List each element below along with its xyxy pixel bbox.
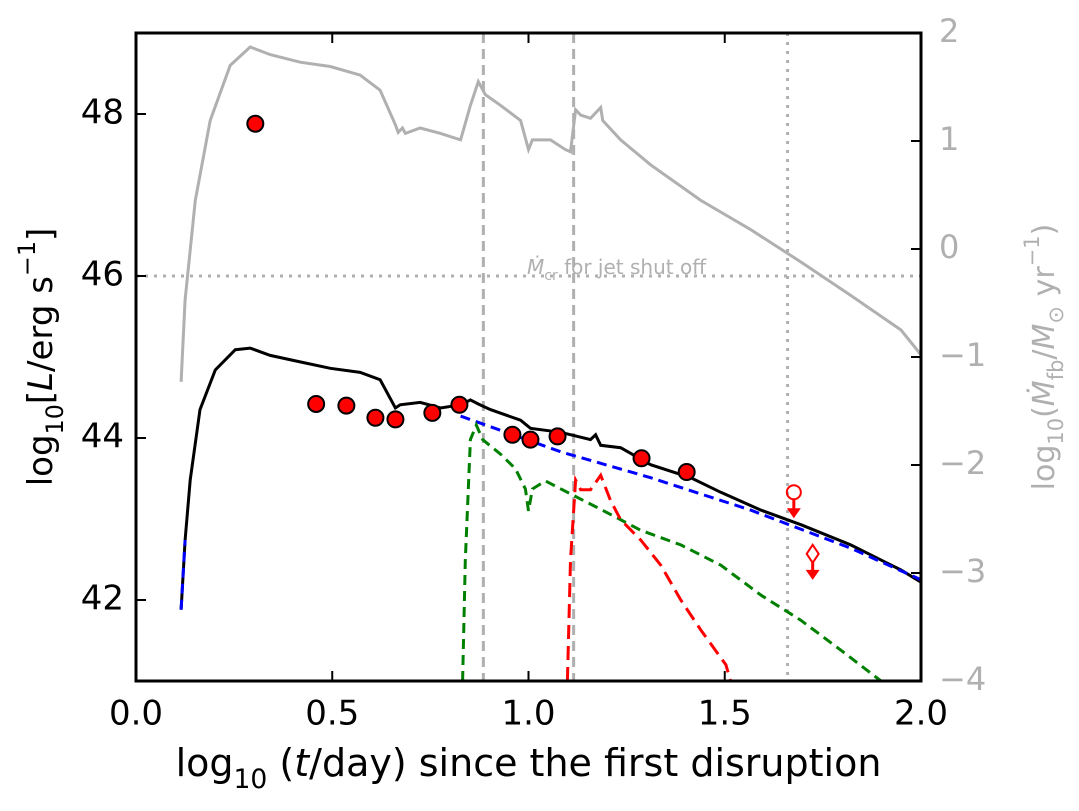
x-tick-label: 2.0 [894, 694, 948, 734]
data-point [450, 395, 469, 414]
label-part: cr [544, 268, 558, 284]
data-point [632, 449, 651, 468]
y2-tick-label: −4 [939, 660, 986, 698]
y2-tick-label: −2 [939, 444, 986, 482]
data-point [366, 408, 385, 427]
label-part: /day) since the first disruption [309, 741, 881, 785]
data-point [503, 425, 522, 444]
label-part: −1 [13, 241, 41, 276]
label-part: L [21, 372, 61, 391]
data-point [521, 430, 540, 449]
label-part: 10 [41, 404, 69, 434]
y2-tick-label: 0 [939, 228, 959, 266]
x-tick-label: 1.5 [698, 694, 752, 734]
y2-tick-label: −3 [939, 552, 986, 590]
label-part: ( [267, 741, 294, 785]
label-part: −1 [1020, 235, 1044, 266]
label-part: log [176, 741, 234, 785]
upper-limit-arrow [786, 508, 801, 519]
upper-limit-arrow [805, 569, 820, 580]
label-part: Ṁ [1026, 380, 1062, 406]
series-line [179, 414, 922, 610]
label-part: Ṁ [527, 255, 544, 279]
data-point [337, 396, 356, 415]
y2-tick-label: 2 [939, 12, 959, 50]
label-part: ] [21, 228, 61, 241]
data-point [307, 394, 326, 413]
y-tick-label: 42 [81, 579, 124, 619]
label-part: for jet shut off [558, 255, 707, 279]
y-tick-label: 44 [81, 417, 124, 457]
data-point [423, 403, 442, 422]
label-part: / [1027, 349, 1062, 360]
label-part: log [21, 434, 61, 486]
upper-limit-marker [805, 543, 820, 565]
upper-limit [785, 484, 802, 519]
y-tick-label: 48 [81, 93, 124, 133]
label-part: ( [1027, 406, 1062, 418]
data-point [548, 427, 567, 446]
y-tick-label: 46 [81, 255, 124, 295]
y2-tick-label: 1 [939, 120, 959, 158]
data-point [386, 410, 405, 429]
upper-limit [805, 543, 820, 580]
series-line [565, 472, 733, 682]
axis-label: Ṁcr for jet shut off [527, 255, 707, 285]
label-part: /erg s [21, 276, 61, 372]
data-point [677, 463, 696, 482]
label-part: [ [21, 391, 61, 404]
label-part: 10 [1044, 418, 1068, 445]
y2-tick-label: −1 [939, 336, 986, 374]
x-tick-label: 0.5 [305, 694, 359, 734]
label-part: log [1027, 445, 1062, 491]
axis-label: log10[L/erg s−1] [13, 228, 69, 487]
label-part: ) [1027, 224, 1062, 236]
series-line [179, 346, 922, 610]
x-tick-label: 1.0 [501, 694, 555, 734]
axis-label: log10 (t/day) since the first disruption [176, 741, 882, 796]
axis-label: log10(Ṁfb/M⊙ yr−1) [1020, 224, 1068, 491]
series-line [179, 45, 923, 382]
label-part: fb [1044, 360, 1068, 381]
label-part: 10 [234, 764, 268, 795]
series-line [461, 421, 882, 683]
label-part: ⊙ [1044, 306, 1068, 324]
label-part: t [294, 741, 311, 785]
label-part: yr [1027, 266, 1062, 306]
label-part: M [1027, 323, 1062, 349]
data-point [246, 114, 265, 133]
x-tick-label: 0.0 [109, 694, 163, 734]
